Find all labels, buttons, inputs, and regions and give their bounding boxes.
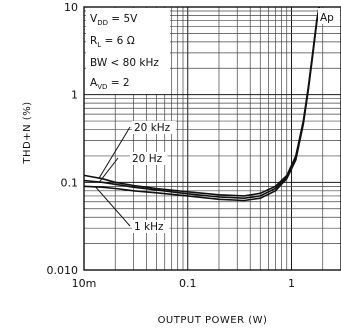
annotation-label: 1 kHz xyxy=(134,221,164,233)
annotation-label: 20 Hz xyxy=(132,153,163,165)
y-tick-label: 0.1 xyxy=(61,176,79,189)
partial-label: Ap xyxy=(320,12,334,24)
curves xyxy=(83,6,320,202)
annotation-label: 20 kHz xyxy=(134,122,171,134)
x-tick-label: 0.1 xyxy=(179,277,197,290)
series-line xyxy=(83,6,320,202)
x-axis-label: OUTPUT POWER (W) xyxy=(158,315,268,326)
condition-bw: BW < 80 kHz xyxy=(90,57,159,69)
annotation-bg xyxy=(130,152,168,165)
y-tick-label: 1 xyxy=(71,89,78,102)
annotation-leader xyxy=(98,126,131,179)
series-annotations: 20 kHz 20 Hz 1 kHz xyxy=(95,121,176,233)
condition-rl: RL = 6 Ω xyxy=(90,35,135,49)
condition-vdd: VDD = 5V xyxy=(90,13,138,27)
annotation-leader xyxy=(95,186,131,227)
x-tick-labels: 10m 0.1 1 xyxy=(72,277,295,290)
y-tick-labels: 10 1 0.1 0.010 xyxy=(47,1,79,277)
x-tick-label: 10m xyxy=(72,277,97,290)
annotation-bg xyxy=(132,220,170,233)
y-axis-label: THD+N (%) xyxy=(22,101,33,164)
partial-label-box: Ap xyxy=(318,8,340,24)
x-tick-label: 1 xyxy=(288,277,295,290)
condition-avd: AVD = 2 xyxy=(90,77,130,91)
conditions-box: VDD = 5V RL = 6 Ω BW < 80 kHz AVD = 2 xyxy=(86,8,170,94)
plot-frame xyxy=(83,6,341,271)
annotation-leader xyxy=(98,157,119,183)
annotation-bg xyxy=(132,121,176,134)
y-tick-label: 0.010 xyxy=(47,264,79,277)
y-tick-label: 10 xyxy=(64,1,78,14)
